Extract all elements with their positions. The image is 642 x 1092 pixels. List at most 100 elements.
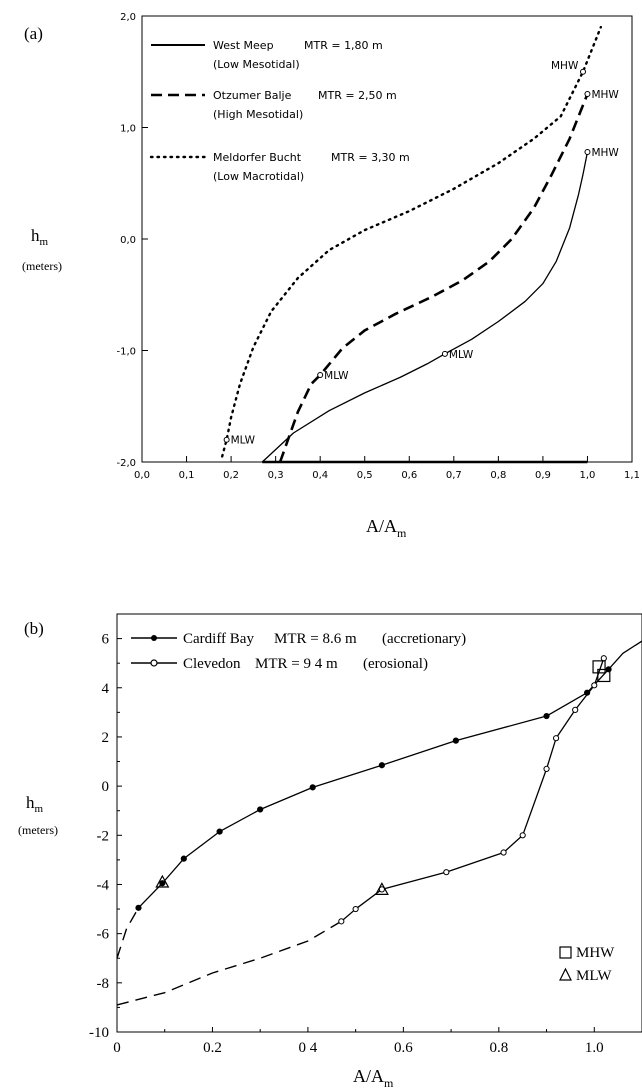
a-annotation-marker (580, 68, 586, 75)
a-x-tick-label: 1,0 (580, 470, 596, 481)
panel-a: (a) 2,0 1,0 0,0 -1,0 -2,0 0,0 0,1 0,2 0,3 0,4 0,5… (22, 12, 640, 540)
a-x-tick-label: 0,0 (134, 470, 150, 481)
b-x-tick-label: 0.8 (489, 1040, 508, 1056)
panel-b-curves (116, 640, 642, 1006)
a-x-tick-label: 1,1 (624, 470, 640, 481)
a-series-2 (220, 25, 603, 458)
a-series-1 (278, 93, 589, 463)
b-x-tick-label: 1.0 (585, 1040, 604, 1056)
b-x-tick-label: 0 (113, 1040, 121, 1056)
a-y-tick-label: -2,0 (116, 458, 136, 469)
a-x-tick-label: 0,8 (490, 470, 506, 481)
b-series-0-point (378, 762, 385, 769)
a-annotation-label: MHW (591, 89, 619, 101)
legend-mlw-label: MLW (576, 968, 612, 984)
b-series-0-point (543, 712, 550, 720)
b-series-0-point (452, 737, 459, 744)
a-annotation-label: MLW (449, 349, 474, 361)
panel-a-x-label: A/Am (366, 516, 407, 540)
panel-a-label: (a) (24, 24, 43, 43)
b-series-1-point (519, 832, 526, 839)
legend-clevedon-regime: (erosional) (363, 656, 428, 672)
b-series-0-point (257, 806, 264, 813)
legend-clevedon-name: Clevedon (183, 656, 241, 672)
b-series-1-point (443, 869, 450, 876)
b-series-1-point (552, 735, 560, 742)
b-series-1-extension (116, 920, 342, 1006)
a-annotation-label: MHW (591, 147, 619, 159)
b-series-0-point (180, 855, 187, 862)
a-x-tick-label: 0,6 (401, 470, 417, 481)
legend-mhw-label: MHW (576, 945, 615, 961)
a-y-tick-label: 1,0 (120, 124, 136, 135)
a-x-tick-label: 0,3 (268, 470, 284, 481)
b-series-0-point (159, 880, 166, 887)
b-x-tick-label: 0 4 (299, 1040, 318, 1056)
legend-otzumer-balje-name: Otzumer Balje (213, 89, 292, 102)
b-y-tick-label: -8 (97, 976, 110, 992)
b-series-1-point (543, 765, 550, 773)
panel-a-plot-frame (141, 15, 633, 463)
panel-a-x-ticks: 0,0 0,1 0,2 0,3 0,4 0,5 0,6 0,7 0,8 0,9 1,0 1,1 (134, 456, 640, 481)
legend-meldorfer-bucht-regime: (Low Macrotidal) (213, 170, 304, 183)
panel-a-curves (220, 25, 603, 464)
a-y-tick-label: -1,0 (116, 347, 136, 358)
b-y-tick-label: -4 (97, 877, 110, 893)
legend-marker-cardiff-bay (151, 635, 157, 641)
legend-west-meep-name: West Meep (213, 39, 274, 52)
a-annotation-marker (584, 149, 591, 156)
legend-meldorfer-bucht-name: Meldorfer Bucht (213, 151, 302, 164)
b-series-0 (138, 640, 642, 909)
legend-mlw-triangle (559, 967, 572, 981)
legend-cardiff-bay-mtr: MTR = 8.6 m (274, 631, 357, 647)
panel-b-x-label: A/Am (353, 1066, 394, 1090)
legend-meldorfer-bucht-mtr: MTR = 3,30 m (331, 151, 410, 164)
b-series-0-point (135, 904, 142, 911)
panel-b-markers (155, 660, 611, 895)
panel-b: (b) 6 4 2 0 -2 -4 -6 -8 -10 0 0.2 0 4 0.6 0.8 1.0 Car… (18, 613, 642, 1090)
b-y-tick-label: -10 (89, 1025, 109, 1041)
legend-west-meep-regime: (Low Mesotidal) (213, 58, 300, 71)
panel-a-y-label: hm (31, 226, 49, 248)
panel-a-annotations: MLW MLW MLW MHW MHW MHW (223, 60, 619, 447)
a-x-tick-label: 0,1 (179, 470, 195, 481)
legend-otzumer-balje-regime: (High Mesotidal) (213, 108, 303, 121)
b-mhw-marker (592, 660, 606, 674)
legend-otzumer-balje-mtr: MTR = 2,50 m (318, 89, 397, 102)
b-y-tick-label: 2 (102, 730, 110, 746)
legend-cardiff-bay-name: Cardiff Bay (183, 631, 254, 647)
a-annotation-marker (584, 91, 591, 98)
a-x-tick-label: 0,4 (312, 470, 328, 481)
b-series-1-point (600, 655, 607, 662)
panel-a-y-unit: (meters) (22, 259, 62, 273)
panel-b-legend: Cardiff Bay MTR = 8.6 m (accretionary) C… (131, 631, 615, 984)
b-series-1-point (500, 849, 507, 856)
panel-b-y-ticks: 6 4 2 0 -2 -4 -6 -8 -10 (89, 632, 122, 1041)
b-series-0-point (309, 784, 316, 791)
b-series-0-extension (116, 907, 140, 959)
b-series-1-point (572, 706, 579, 713)
panel-b-label: (b) (24, 619, 44, 638)
a-y-tick-label: 0,0 (120, 235, 136, 246)
a-annotation-label: MLW (324, 370, 349, 382)
b-mlw-marker (374, 882, 389, 895)
panel-b-y-label: hm (26, 793, 44, 815)
b-series-1-point (338, 918, 345, 925)
panel-b-plot-frame (116, 613, 642, 1033)
b-y-tick-label: 4 (102, 681, 110, 697)
b-series-1-point (591, 682, 598, 689)
b-y-tick-label: 6 (102, 632, 110, 648)
a-annotation-label: MHW (551, 60, 579, 72)
a-annotation-label: MLW (231, 435, 256, 447)
a-annotation-marker (441, 350, 448, 357)
a-annotation-marker (317, 372, 324, 379)
a-series-0 (261, 151, 589, 463)
b-x-tick-label: 0.2 (203, 1040, 222, 1056)
legend-clevedon-mtr: MTR = 9 4 m (255, 656, 338, 672)
b-y-tick-label: -2 (97, 828, 110, 844)
panel-a-y-ticks: 2,0 1,0 0,0 -1,0 -2,0 (116, 12, 148, 469)
a-x-tick-label: 0,2 (223, 470, 239, 481)
panel-a-legend: West Meep MTR = 1,80 m (Low Mesotidal) O… (149, 39, 410, 183)
legend-cardiff-bay-regime: (accretionary) (382, 631, 466, 647)
